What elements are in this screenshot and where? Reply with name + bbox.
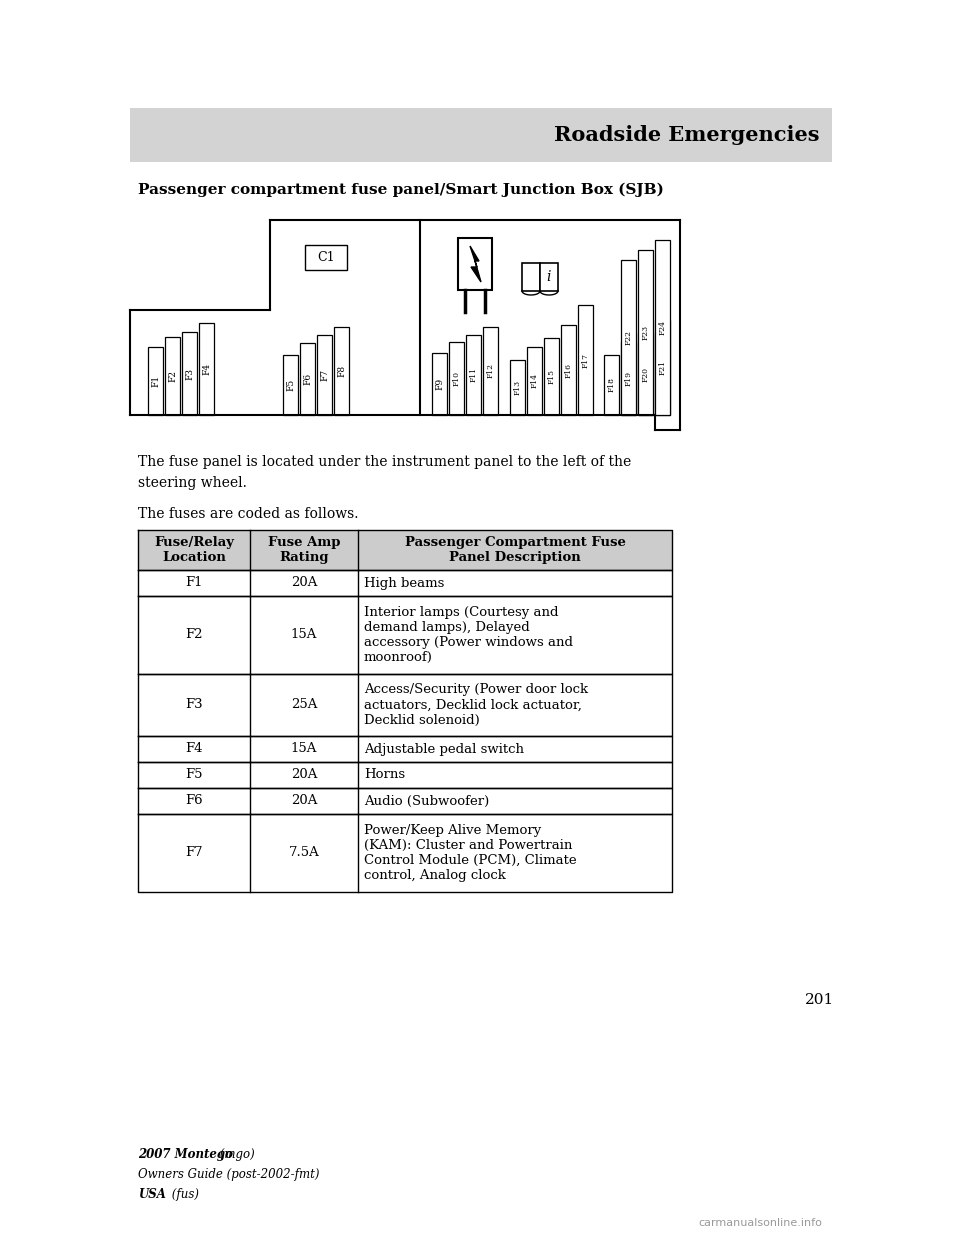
Bar xyxy=(283,355,298,415)
Bar xyxy=(510,360,525,415)
Bar xyxy=(621,260,636,415)
Text: F2: F2 xyxy=(168,370,177,383)
Text: C1: C1 xyxy=(317,251,335,265)
Text: 25A: 25A xyxy=(291,698,317,712)
Text: Fuse Amp
Rating: Fuse Amp Rating xyxy=(268,537,340,564)
Bar xyxy=(300,343,315,415)
Bar xyxy=(604,355,619,415)
Text: i: i xyxy=(547,270,551,284)
Text: F6: F6 xyxy=(303,373,312,385)
Text: F13: F13 xyxy=(514,380,521,395)
Text: F4: F4 xyxy=(185,743,203,755)
Text: Passenger compartment fuse panel/Smart Junction Box (SJB): Passenger compartment fuse panel/Smart J… xyxy=(138,183,664,197)
Text: F8: F8 xyxy=(337,365,346,378)
Bar xyxy=(522,263,540,291)
Text: F16: F16 xyxy=(564,363,572,378)
Text: F24: F24 xyxy=(659,320,666,335)
Bar xyxy=(458,238,492,289)
Text: Fuse/Relay
Location: Fuse/Relay Location xyxy=(154,537,234,564)
Text: Roadside Emergencies: Roadside Emergencies xyxy=(555,125,820,145)
Text: F12: F12 xyxy=(487,364,494,379)
Text: F1: F1 xyxy=(185,576,203,590)
Text: USA: USA xyxy=(138,1189,166,1201)
Text: Horns: Horns xyxy=(364,769,405,781)
Text: Access/Security (Power door lock
actuators, Decklid lock actuator,
Decklid solen: Access/Security (Power door lock actuato… xyxy=(364,683,588,727)
Text: carmanualsonline.info: carmanualsonline.info xyxy=(698,1218,822,1228)
Text: 15A: 15A xyxy=(291,743,317,755)
Text: F19: F19 xyxy=(625,371,633,386)
Bar xyxy=(130,108,832,161)
Text: F2: F2 xyxy=(185,628,203,642)
Text: 2007 Montego: 2007 Montego xyxy=(138,1148,233,1161)
Text: Adjustable pedal switch: Adjustable pedal switch xyxy=(364,743,524,755)
Text: F5: F5 xyxy=(185,769,203,781)
Text: 20A: 20A xyxy=(291,769,317,781)
Text: F14: F14 xyxy=(531,374,539,389)
Text: Interior lamps (Courtesy and
demand lamps), Delayed
accessory (Power windows and: Interior lamps (Courtesy and demand lamp… xyxy=(364,606,573,664)
Bar xyxy=(138,530,672,570)
Text: (fus): (fus) xyxy=(168,1189,199,1201)
Bar xyxy=(317,335,332,415)
Bar xyxy=(182,332,197,415)
Text: 201: 201 xyxy=(805,994,834,1007)
Text: F7: F7 xyxy=(320,369,329,381)
Bar xyxy=(621,342,636,415)
Text: F4: F4 xyxy=(202,363,211,375)
Bar xyxy=(578,306,593,415)
Bar xyxy=(334,327,349,415)
Text: The fuses are coded as follows.: The fuses are coded as follows. xyxy=(138,507,358,520)
Bar xyxy=(540,263,558,291)
Text: F10: F10 xyxy=(452,371,461,386)
Bar xyxy=(432,353,447,415)
Bar xyxy=(638,250,653,415)
Text: 7.5A: 7.5A xyxy=(289,847,320,859)
Bar xyxy=(544,338,559,415)
Text: F7: F7 xyxy=(185,847,203,859)
Text: F15: F15 xyxy=(547,369,556,384)
Text: F3: F3 xyxy=(185,698,203,712)
Text: Audio (Subwoofer): Audio (Subwoofer) xyxy=(364,795,490,807)
Text: (mgo): (mgo) xyxy=(216,1148,254,1161)
Text: F23: F23 xyxy=(641,325,650,340)
Bar xyxy=(655,240,670,415)
Bar xyxy=(449,342,464,415)
Bar xyxy=(148,347,163,415)
Text: F17: F17 xyxy=(582,353,589,368)
Text: 15A: 15A xyxy=(291,628,317,642)
Bar xyxy=(466,335,481,415)
Text: F6: F6 xyxy=(185,795,203,807)
Bar xyxy=(483,327,498,415)
Text: 20A: 20A xyxy=(291,576,317,590)
Text: F21: F21 xyxy=(659,360,666,375)
Polygon shape xyxy=(470,246,481,282)
Bar xyxy=(527,347,542,415)
Text: The fuse panel is located under the instrument panel to the left of the
steering: The fuse panel is located under the inst… xyxy=(138,455,632,489)
Bar xyxy=(165,337,180,415)
Text: F5: F5 xyxy=(286,379,295,391)
Bar xyxy=(561,325,576,415)
Text: High beams: High beams xyxy=(364,576,444,590)
Text: F20: F20 xyxy=(641,366,650,381)
Bar xyxy=(199,323,214,415)
Text: F3: F3 xyxy=(185,368,194,380)
Text: Owners Guide (post-2002-fmt): Owners Guide (post-2002-fmt) xyxy=(138,1167,320,1181)
Text: Power/Keep Alive Memory
(KAM): Cluster and Powertrain
Control Module (PCM), Clim: Power/Keep Alive Memory (KAM): Cluster a… xyxy=(364,823,577,882)
Text: Passenger Compartment Fuse
Panel Description: Passenger Compartment Fuse Panel Descrip… xyxy=(404,537,625,564)
Text: 20A: 20A xyxy=(291,795,317,807)
Bar xyxy=(655,320,670,415)
Text: F18: F18 xyxy=(608,378,615,392)
Text: F11: F11 xyxy=(469,368,477,383)
Text: F22: F22 xyxy=(625,330,633,345)
Bar xyxy=(638,333,653,415)
Text: F9: F9 xyxy=(435,378,444,390)
Bar xyxy=(305,245,347,270)
Text: F1: F1 xyxy=(151,375,160,388)
